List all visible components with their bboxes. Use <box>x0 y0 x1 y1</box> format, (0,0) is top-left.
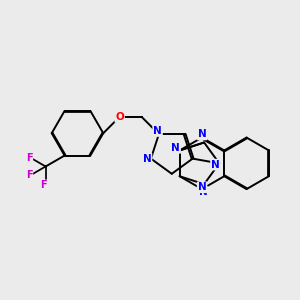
Text: N: N <box>199 187 208 197</box>
Text: N: N <box>153 126 162 136</box>
Text: N: N <box>171 143 180 153</box>
Text: F: F <box>40 180 47 190</box>
Text: F: F <box>26 153 32 163</box>
Text: N: N <box>198 182 206 192</box>
Text: F: F <box>26 170 32 180</box>
Text: O: O <box>115 112 124 122</box>
Text: N: N <box>211 160 220 170</box>
Text: N: N <box>197 130 206 140</box>
Text: N: N <box>143 154 152 164</box>
